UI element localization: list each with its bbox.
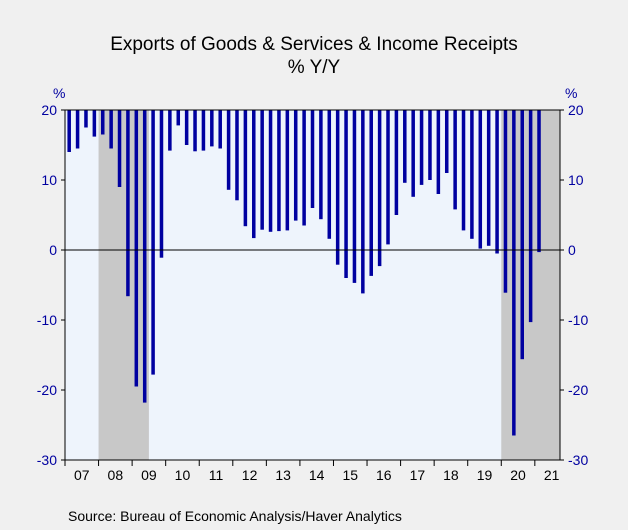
bar-2008.5: [117, 110, 122, 187]
x-tick-label: 08: [108, 467, 124, 483]
bar-2008.25: [109, 110, 113, 149]
bar-2008.75: [126, 110, 130, 297]
bar-2016.5: [386, 110, 390, 245]
y-tick-label-right: 20: [568, 102, 584, 118]
bar-2012: [235, 110, 239, 201]
y-tick-label-left: -20: [37, 382, 57, 398]
x-tick-label: 20: [510, 467, 526, 483]
bar-2019.5: [486, 110, 491, 246]
bar-2020: [503, 110, 508, 293]
y-tick-label-right: -20: [568, 382, 588, 398]
bar-2021: [537, 110, 541, 253]
y-tick-label-left: -10: [37, 312, 57, 328]
bar-2014.25: [310, 110, 315, 208]
bar-2009.75: [159, 110, 164, 258]
bar-2018.25: [444, 110, 449, 173]
bar-2014.75: [327, 110, 332, 239]
x-tick-label: 09: [141, 467, 157, 483]
right-unit-label: %: [565, 85, 577, 101]
bar-2008: [100, 110, 105, 135]
source-note: Source: Bureau of Economic Analysis/Have…: [68, 508, 402, 524]
x-tick-label: 12: [242, 467, 258, 483]
y-axis-ticks: 20 20 10 10 0 0 -10 -10 -20 -20 -30 -30: [37, 102, 589, 468]
chart-title: Exports of Goods & Services & Income Rec…: [110, 34, 518, 55]
x-tick-label: 07: [74, 467, 90, 483]
y-tick-label-right: -10: [568, 312, 588, 328]
x-tick-label: 11: [209, 467, 224, 483]
bar-2020.25: [512, 110, 516, 436]
bar-2013: [268, 110, 273, 232]
x-tick-label: 13: [275, 467, 291, 483]
bar-2016.25: [377, 110, 382, 267]
bar-2014.5: [319, 110, 323, 220]
bar-2007: [67, 110, 71, 152]
left-unit-label: %: [53, 85, 65, 101]
y-tick-label-left: 20: [41, 102, 57, 118]
bar-2013.75: [293, 110, 298, 221]
bar-2016.75: [394, 110, 399, 215]
bar-2017.25: [411, 110, 415, 197]
x-tick-label: 15: [342, 467, 358, 483]
bar-2012.5: [252, 110, 256, 239]
y-tick-label-left: 0: [49, 242, 57, 258]
x-tick-label: 21: [544, 467, 560, 483]
x-tick-label: 16: [376, 467, 392, 483]
plot-frame: [64, 109, 561, 461]
recession-band-1: [98, 110, 149, 460]
bar-2017.75: [428, 110, 432, 180]
bar-2009.25: [142, 110, 147, 403]
bar-2015.5: [352, 110, 357, 283]
bar-2009.5: [151, 110, 155, 375]
bars-group: [67, 110, 541, 436]
x-tick-label: 18: [443, 467, 459, 483]
bar-2015.25: [344, 110, 348, 278]
bar-2018.75: [461, 110, 466, 231]
bar-2017: [403, 110, 407, 183]
bar-2019.75: [495, 110, 499, 254]
bar-2007.5: [84, 110, 88, 128]
bar-2011.75: [226, 110, 231, 190]
y-tick-label-left: 10: [41, 172, 57, 188]
y-tick-label-right: 10: [568, 172, 584, 188]
bar-2015.75: [361, 110, 365, 294]
bar-2012.75: [260, 110, 264, 230]
x-tick-label: 17: [410, 467, 426, 483]
bar-2014: [302, 110, 306, 226]
bar-2013.5: [285, 110, 290, 231]
bar-2007.25: [75, 110, 80, 149]
bar-2019: [470, 110, 474, 239]
bar-2013.25: [277, 110, 281, 232]
bar-2020.75: [528, 110, 533, 323]
bar-2010.25: [176, 110, 181, 126]
bar-2015: [335, 110, 340, 265]
x-tick-label: 10: [175, 467, 191, 483]
bar-2010: [168, 110, 172, 151]
bar-2007.75: [92, 110, 97, 137]
recession-bands: [98, 110, 560, 460]
bar-2018: [436, 110, 441, 194]
y-tick-label-left: -30: [37, 452, 57, 468]
bar-2018.5: [453, 110, 457, 210]
bar-2011.5: [218, 110, 222, 149]
x-axis-ticks: 07 08 09 10 11 12 13 14 15 16 17 18 19 20 21: [64, 460, 560, 483]
bar-2009: [134, 110, 139, 387]
bar-2016: [369, 110, 373, 276]
bar-2010.75: [193, 110, 197, 152]
y-tick-label-right: -30: [568, 452, 588, 468]
bar-2020.5: [520, 110, 524, 360]
x-tick-label: 19: [477, 467, 493, 483]
x-tick-label: 14: [309, 467, 325, 483]
bar-2010.5: [184, 110, 189, 145]
chart-subtitle: % Y/Y: [288, 57, 341, 78]
bar-2011: [201, 110, 206, 151]
bar-2012.25: [243, 110, 248, 227]
y-tick-label-right: 0: [568, 242, 576, 258]
bar-2017.5: [419, 110, 424, 185]
bar-2019.25: [478, 110, 483, 249]
bar-2011.25: [210, 110, 214, 147]
